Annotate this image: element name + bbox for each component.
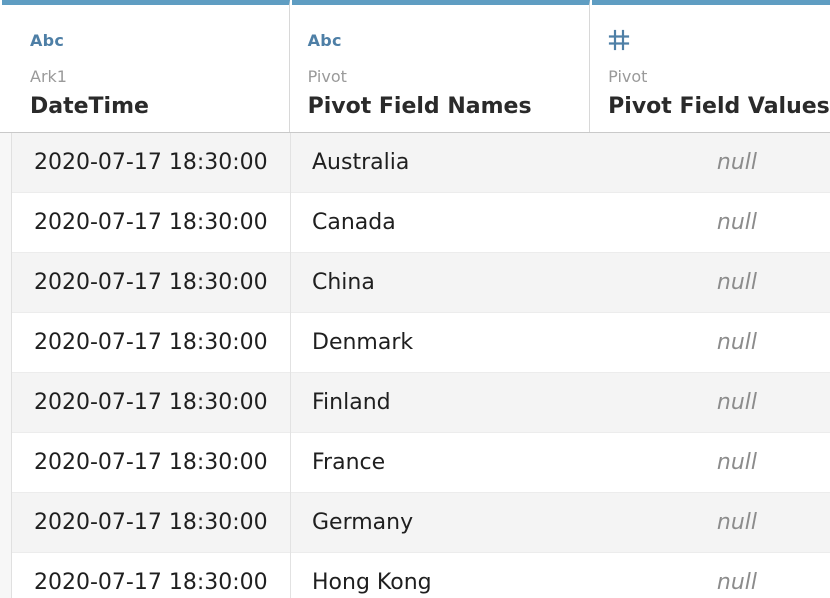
field-name-cell[interactable]: France — [312, 450, 386, 475]
column-source-label: Ark1 — [30, 67, 67, 86]
row-header — [0, 552, 12, 598]
table-row[interactable]: 2020-07-17 18:30:00 Denmark null — [0, 312, 830, 373]
field-name-cell[interactable]: Denmark — [312, 330, 414, 355]
table-row[interactable]: 2020-07-17 18:30:00 Canada null — [0, 192, 830, 253]
field-value-cell[interactable]: null — [716, 210, 757, 235]
field-value-cell[interactable]: null — [716, 330, 757, 355]
column-header-pivot-field-values[interactable]: Pivot Pivot Field Values — [592, 0, 830, 132]
row-header — [0, 252, 12, 313]
field-name-cell[interactable]: Canada — [312, 210, 396, 235]
datetime-cell[interactable]: 2020-07-17 18:30:00 — [12, 252, 291, 313]
field-value-cell[interactable]: null — [716, 150, 757, 175]
field-name-cell[interactable]: Hong Kong — [312, 570, 432, 595]
field-value-cell[interactable]: null — [716, 450, 757, 475]
table-row[interactable]: 2020-07-17 18:30:00 France null — [0, 432, 830, 493]
row-header — [0, 132, 12, 193]
row-header — [0, 192, 12, 253]
string-type-icon[interactable]: Abc — [307, 31, 342, 50]
row-header — [0, 372, 12, 433]
datetime-cell[interactable]: 2020-07-17 18:30:00 — [12, 552, 291, 598]
table-row[interactable]: 2020-07-17 18:30:00 Germany null — [0, 492, 830, 553]
column-name: Pivot Field Values — [608, 94, 830, 119]
column-header-pivot-field-names[interactable]: Abc Pivot Pivot Field Names — [291, 0, 591, 132]
column-name: Pivot Field Names — [307, 94, 532, 119]
datetime-cell[interactable]: 2020-07-17 18:30:00 — [12, 312, 291, 373]
row-header — [0, 432, 12, 493]
datetime-cell[interactable]: 2020-07-17 18:30:00 — [12, 432, 291, 493]
field-name-cell[interactable]: Finland — [312, 390, 391, 415]
table-row[interactable]: 2020-07-17 18:30:00 Australia null — [0, 132, 830, 193]
datetime-cell[interactable]: 2020-07-17 18:30:00 — [12, 372, 291, 433]
field-value-cell[interactable]: null — [716, 570, 757, 595]
datetime-cell[interactable]: 2020-07-17 18:30:00 — [12, 192, 291, 253]
grid-header: Abc Ark1 DateTime Abc Pivot Pivot Field … — [0, 0, 830, 133]
field-name-cell[interactable]: China — [312, 270, 375, 295]
table-row[interactable]: 2020-07-17 18:30:00 Finland null — [0, 372, 830, 433]
row-header — [0, 312, 12, 373]
field-value-cell[interactable]: null — [716, 270, 757, 295]
number-type-hash-icon[interactable] — [608, 29, 630, 51]
field-value-cell[interactable]: null — [716, 390, 757, 415]
column-header-datetime[interactable]: Abc Ark1 DateTime — [2, 0, 290, 132]
field-value-cell[interactable]: null — [716, 510, 757, 535]
table-row[interactable]: 2020-07-17 18:30:00 Hong Kong null — [0, 552, 830, 598]
field-name-cell[interactable]: Germany — [312, 510, 414, 535]
column-source-label: Pivot — [608, 67, 648, 86]
field-name-cell[interactable]: Australia — [312, 150, 410, 175]
column-source-label: Pivot — [307, 67, 347, 86]
row-header — [0, 492, 12, 553]
datetime-cell[interactable]: 2020-07-17 18:30:00 — [12, 132, 291, 193]
column-name: DateTime — [30, 94, 149, 119]
string-type-icon[interactable]: Abc — [30, 31, 65, 50]
datetime-cell[interactable]: 2020-07-17 18:30:00 — [12, 492, 291, 553]
table-row[interactable]: 2020-07-17 18:30:00 China null — [0, 252, 830, 313]
grid-body: 2020-07-17 18:30:00 Australia null 2020-… — [0, 132, 830, 598]
